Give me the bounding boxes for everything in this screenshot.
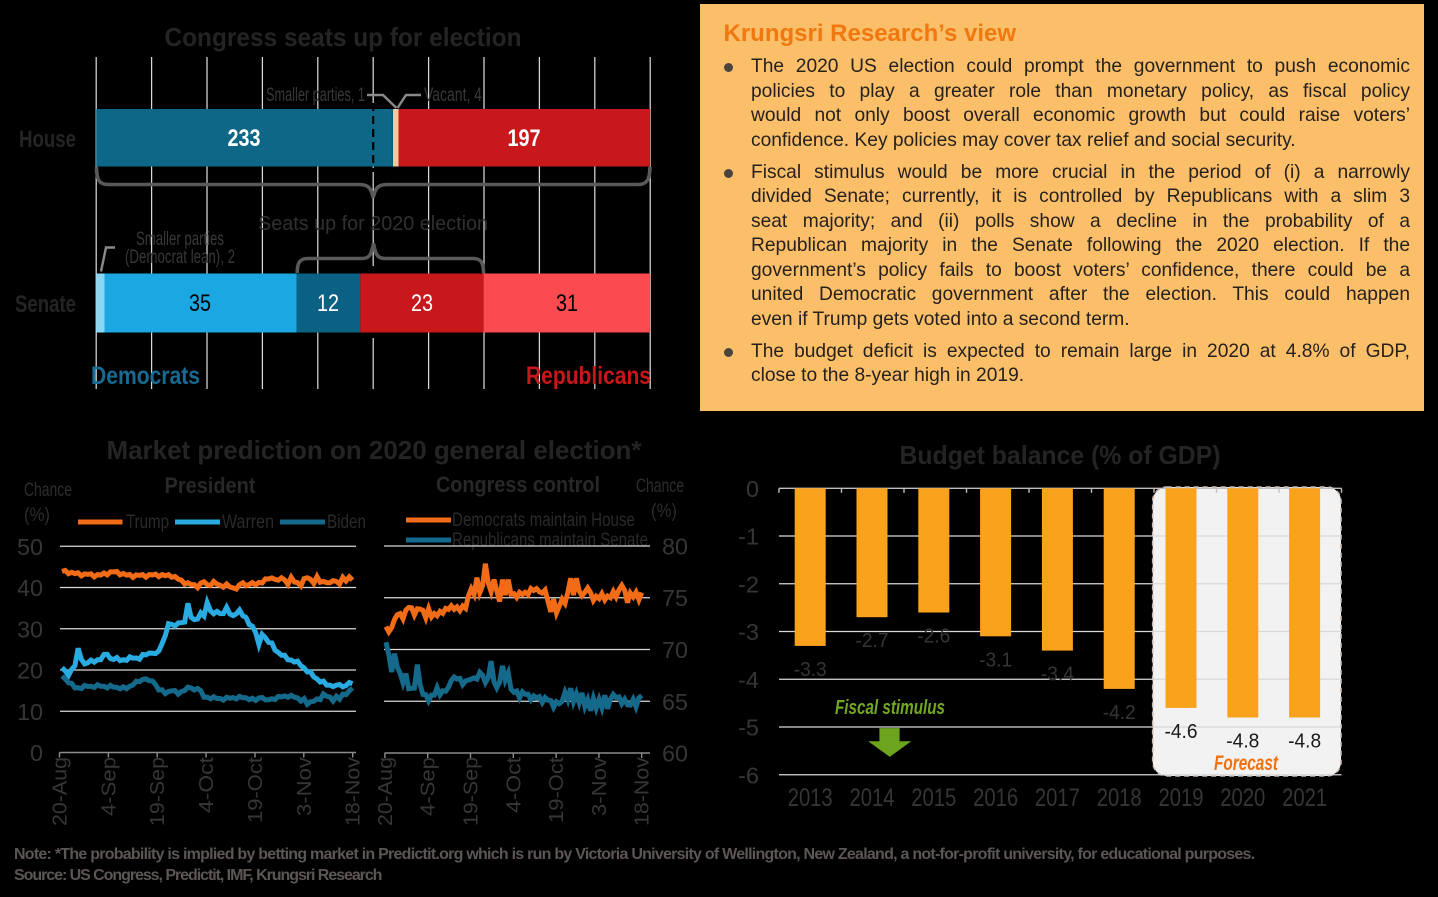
- svg-text:2019: 2019: [1159, 784, 1204, 812]
- svg-text:Biden: Biden: [327, 512, 366, 533]
- svg-text:Warren: Warren: [222, 512, 274, 533]
- svg-text:19-Oct: 19-Oct: [245, 757, 267, 823]
- svg-text:-5: -5: [738, 715, 759, 741]
- svg-text:2014: 2014: [850, 784, 895, 812]
- svg-text:4-Oct: 4-Oct: [196, 757, 218, 813]
- svg-text:197: 197: [508, 125, 541, 152]
- svg-text:2020: 2020: [1220, 784, 1265, 812]
- svg-text:0: 0: [30, 740, 43, 766]
- svg-text:Chance: Chance: [24, 480, 72, 501]
- svg-text:4-Oct: 4-Oct: [503, 757, 525, 813]
- svg-text:(%): (%): [24, 505, 50, 526]
- svg-text:-3.4: -3.4: [1041, 664, 1074, 686]
- svg-text:0: 0: [746, 476, 759, 502]
- svg-text:-3.3: -3.3: [794, 659, 827, 681]
- svg-text:2017: 2017: [1035, 784, 1080, 812]
- svg-text:-4.6: -4.6: [1165, 721, 1198, 743]
- svg-text:-4.8: -4.8: [1288, 731, 1321, 753]
- svg-text:Budget balance (% of GDP): Budget balance (% of GDP): [900, 440, 1221, 470]
- svg-text:20-Aug: 20-Aug: [50, 757, 72, 826]
- svg-text:Democrats: Democrats: [91, 362, 200, 390]
- svg-text:Republicans: Republicans: [526, 362, 651, 390]
- svg-text:-3.1: -3.1: [979, 649, 1012, 671]
- svg-text:Democrats maintain House: Democrats maintain House: [452, 510, 635, 531]
- svg-text:-4: -4: [738, 667, 759, 693]
- svg-text:18-Nov: 18-Nov: [343, 757, 365, 826]
- svg-text:-2.7: -2.7: [856, 630, 889, 652]
- svg-text:Republicans maintain Senate: Republicans maintain Senate: [452, 530, 648, 551]
- svg-text:10: 10: [17, 699, 43, 725]
- svg-text:Seats up for 2020 election: Seats up for 2020 election: [258, 213, 488, 235]
- svg-text:Senate: Senate: [15, 291, 76, 318]
- svg-text:(Democrat lean), 2: (Democrat lean), 2: [125, 247, 235, 268]
- svg-text:19-Oct: 19-Oct: [546, 757, 568, 823]
- svg-text:Chance: Chance: [636, 476, 684, 497]
- svg-text:4-Sep: 4-Sep: [98, 757, 120, 816]
- svg-text:President: President: [165, 473, 257, 498]
- svg-text:-1: -1: [738, 524, 759, 550]
- svg-text:(%): (%): [651, 501, 677, 522]
- svg-text:Smaller parties: Smaller parties: [136, 229, 224, 250]
- svg-text:20: 20: [17, 658, 43, 684]
- svg-text:Smaller parties, 1: Smaller parties, 1: [266, 85, 365, 106]
- svg-text:12: 12: [317, 290, 339, 317]
- svg-text:35: 35: [189, 290, 211, 317]
- svg-text:70: 70: [662, 637, 688, 663]
- svg-text:Forecast: Forecast: [1214, 752, 1279, 775]
- svg-text:Market prediction on 2020 gene: Market prediction on 2020 general electi…: [107, 435, 643, 465]
- svg-text:2021: 2021: [1282, 784, 1327, 812]
- svg-text:60: 60: [662, 741, 688, 767]
- svg-text:80: 80: [662, 534, 688, 560]
- svg-text:House: House: [19, 126, 76, 153]
- svg-text:Congress seats up for election: Congress seats up for election: [165, 22, 522, 52]
- svg-text:3-Nov: 3-Nov: [589, 757, 611, 816]
- svg-text:30: 30: [17, 616, 43, 642]
- svg-text:2015: 2015: [911, 784, 956, 812]
- svg-text:2016: 2016: [973, 784, 1018, 812]
- svg-text:-4.2: -4.2: [1103, 702, 1136, 724]
- svg-text:18-Nov: 18-Nov: [632, 757, 654, 826]
- svg-text:-6: -6: [738, 762, 759, 788]
- svg-text:Fiscal stimulus: Fiscal stimulus: [835, 697, 945, 719]
- svg-text:-4.8: -4.8: [1226, 731, 1259, 753]
- svg-text:40: 40: [17, 575, 43, 601]
- svg-text:Vacant, 4: Vacant, 4: [424, 85, 482, 106]
- svg-text:50: 50: [17, 534, 43, 560]
- svg-text:19-Sep: 19-Sep: [147, 757, 169, 826]
- svg-text:75: 75: [662, 585, 688, 611]
- svg-text:3-Nov: 3-Nov: [294, 757, 316, 816]
- svg-text:4-Sep: 4-Sep: [418, 757, 440, 816]
- svg-text:19-Sep: 19-Sep: [461, 757, 483, 826]
- svg-text:2013: 2013: [788, 784, 833, 812]
- svg-text:Trump: Trump: [126, 512, 169, 533]
- svg-text:31: 31: [556, 290, 578, 317]
- svg-text:-2: -2: [738, 571, 759, 597]
- svg-text:23: 23: [411, 290, 433, 317]
- svg-text:-3: -3: [738, 619, 759, 645]
- svg-text:2018: 2018: [1097, 784, 1142, 812]
- svg-text:20-Aug: 20-Aug: [375, 757, 397, 826]
- svg-text:233: 233: [228, 125, 261, 152]
- svg-text:65: 65: [662, 689, 688, 715]
- svg-text:-2.6: -2.6: [917, 626, 950, 648]
- svg-text:Congress control: Congress control: [436, 472, 600, 497]
